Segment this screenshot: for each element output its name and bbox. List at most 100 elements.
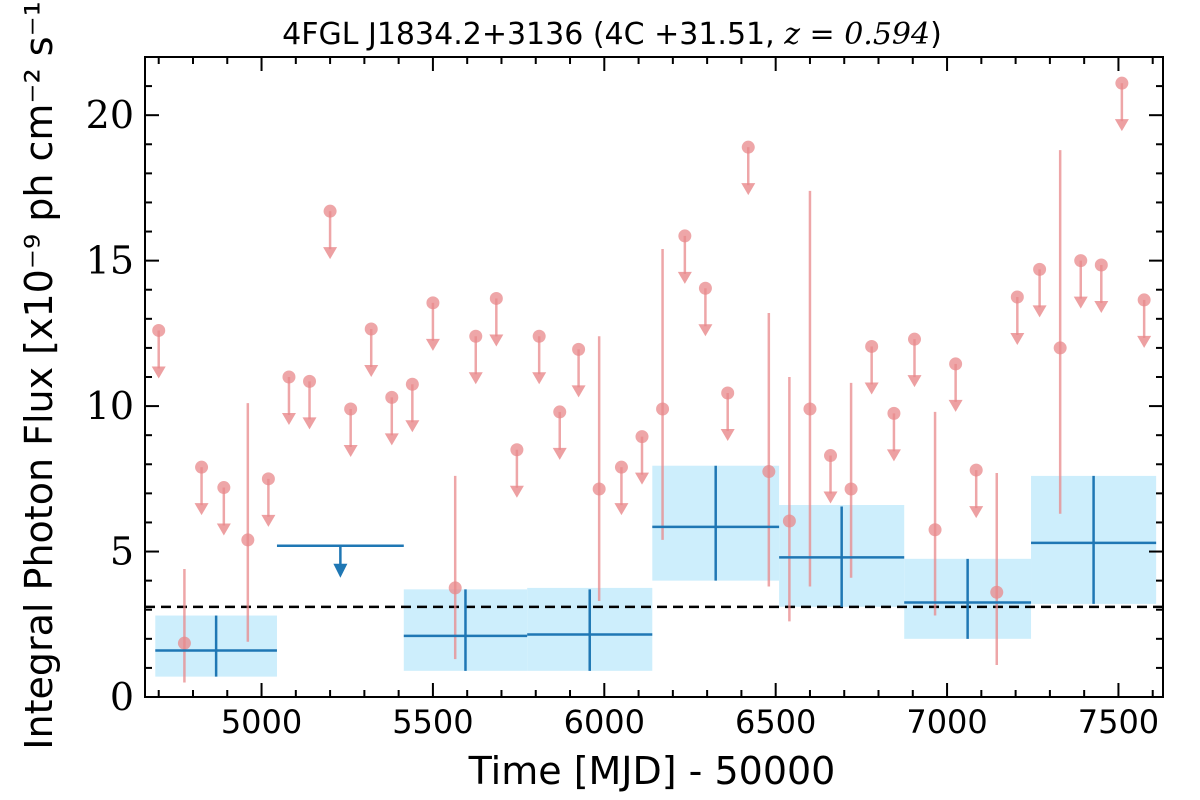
upper-limit-point xyxy=(949,357,963,371)
upper-limit-point xyxy=(572,342,586,356)
upper-limit-arrow-head xyxy=(823,491,838,504)
upper-limit-point xyxy=(614,460,628,474)
y-tick-label: 10 xyxy=(86,384,134,428)
upper-limit-point xyxy=(678,229,692,243)
upper-limit-point xyxy=(489,291,503,305)
upper-limit-point xyxy=(195,460,209,474)
upper-limit-arrow-head xyxy=(323,247,338,260)
upper-limit-arrow-head xyxy=(509,485,524,498)
upper-limit-point xyxy=(364,322,378,336)
upper-limit-arrow-head xyxy=(216,523,231,536)
upper-limit-arrow-head xyxy=(948,399,963,412)
upper-limit-arrow-head xyxy=(571,385,586,398)
upper-limit-point xyxy=(553,405,567,419)
upper-limit-point xyxy=(907,332,921,346)
upper-limit-arrow-head xyxy=(468,372,483,385)
upper-limit-point xyxy=(1074,254,1088,268)
upper-limit-arrow-head xyxy=(864,382,879,395)
upper-limit-arrow-head xyxy=(425,338,440,351)
upper-limit-arrow-head xyxy=(1094,301,1109,313)
axis-ticks: 5000 5500 6000 6500 7000 7500 0 5 10 15 20 xyxy=(86,56,1163,741)
upper-limit-arrow-head xyxy=(364,365,379,377)
upper-limit-point xyxy=(635,430,649,444)
upper-limit-point xyxy=(1033,262,1047,276)
monthly-point xyxy=(241,533,255,547)
upper-limit-arrow-head xyxy=(384,433,399,446)
upper-limit-arrow-head xyxy=(720,429,735,441)
upper-limit-arrow-head xyxy=(614,503,629,516)
upper-limit-point xyxy=(1137,293,1151,307)
upper-limit-point xyxy=(344,402,358,416)
upper-limit-arrow-head xyxy=(907,375,922,388)
y-tick-label: 5 xyxy=(110,530,134,574)
upper-limit-point xyxy=(303,374,317,388)
upper-limit-arrow-head xyxy=(261,514,276,527)
monthly-point xyxy=(592,482,606,496)
monthly-point xyxy=(844,482,858,496)
upper-limit-arrow-head xyxy=(698,324,713,337)
upper-limit-arrow-head xyxy=(489,334,504,347)
upper-limit-point xyxy=(405,377,419,391)
x-tick-label: 6500 xyxy=(735,703,816,741)
upper-limit-point xyxy=(323,204,337,218)
upper-limit-arrow-head xyxy=(552,447,567,460)
monthly-points xyxy=(151,76,1152,683)
upper-limit-point xyxy=(698,281,712,295)
upper-limit-arrow-head xyxy=(1137,335,1152,348)
upper-limit-arrow-head xyxy=(1032,305,1047,318)
upper-limit-arrow-head xyxy=(532,372,547,385)
y-tick-label: 0 xyxy=(110,675,134,719)
upper-limit-point xyxy=(721,386,735,400)
upper-limit-point xyxy=(865,339,879,353)
upper-limit-arrow-head xyxy=(635,472,650,485)
upper-limit-point xyxy=(741,140,755,154)
monthly-point xyxy=(177,636,191,650)
y-axis-label: Integral Photon Flux [x10⁻⁹ ph cm⁻² s⁻¹] xyxy=(17,0,61,750)
upper-limit-point xyxy=(510,443,524,457)
upper-limit-arrow-head xyxy=(1114,119,1129,132)
upper-limit-point xyxy=(261,472,275,486)
monthly-point xyxy=(448,581,462,595)
x-tick-label: 7000 xyxy=(906,703,987,741)
monthly-point xyxy=(928,523,942,537)
upper-limit-point xyxy=(969,463,983,477)
upper-limit-point xyxy=(282,370,296,384)
y-tick-label: 15 xyxy=(86,239,134,283)
long-bin-bands xyxy=(155,465,1157,677)
upper-limit-point xyxy=(426,296,440,310)
monthly-point xyxy=(656,402,670,416)
upper-limit-arrow-head xyxy=(1073,296,1088,309)
monthly-point xyxy=(782,514,796,528)
long-bin-upper-limit-head xyxy=(333,563,348,578)
monthly-point xyxy=(803,402,817,416)
x-tick-label: 5000 xyxy=(221,703,302,741)
upper-limit-arrow-head xyxy=(741,183,756,196)
upper-limit-arrow-head xyxy=(405,420,420,433)
upper-limit-arrow-head xyxy=(677,271,692,284)
monthly-point xyxy=(762,465,776,479)
x-axis-label: Time [MJD] - 50000 xyxy=(468,749,836,793)
monthly-point xyxy=(990,585,1004,599)
chart-title: 4FGL J1834.2+3136 (4C +31.51, z = 0.594) xyxy=(282,17,942,52)
upper-limit-point xyxy=(469,329,483,343)
upper-limit-arrow-head xyxy=(1010,333,1025,345)
x-tick-label: 7500 xyxy=(1078,703,1159,741)
monthly-point xyxy=(1053,341,1067,355)
upper-limit-point xyxy=(1010,290,1024,304)
upper-limit-point xyxy=(887,406,901,420)
upper-limit-point xyxy=(152,323,166,337)
upper-limit-arrow-head xyxy=(886,449,901,462)
upper-limit-point xyxy=(217,481,231,495)
upper-limit-point xyxy=(1094,258,1108,272)
x-tick-label: 5500 xyxy=(392,703,473,741)
long-bin-markers xyxy=(155,465,1157,677)
upper-limit-point xyxy=(532,329,546,343)
y-tick-label: 20 xyxy=(86,93,134,137)
x-tick-label: 6000 xyxy=(564,703,645,741)
upper-limit-arrow-head xyxy=(969,506,984,519)
upper-limit-point xyxy=(824,449,838,463)
upper-limit-arrow-head xyxy=(281,413,296,425)
upper-limit-arrow-head xyxy=(151,366,166,379)
upper-limit-point xyxy=(385,390,399,404)
